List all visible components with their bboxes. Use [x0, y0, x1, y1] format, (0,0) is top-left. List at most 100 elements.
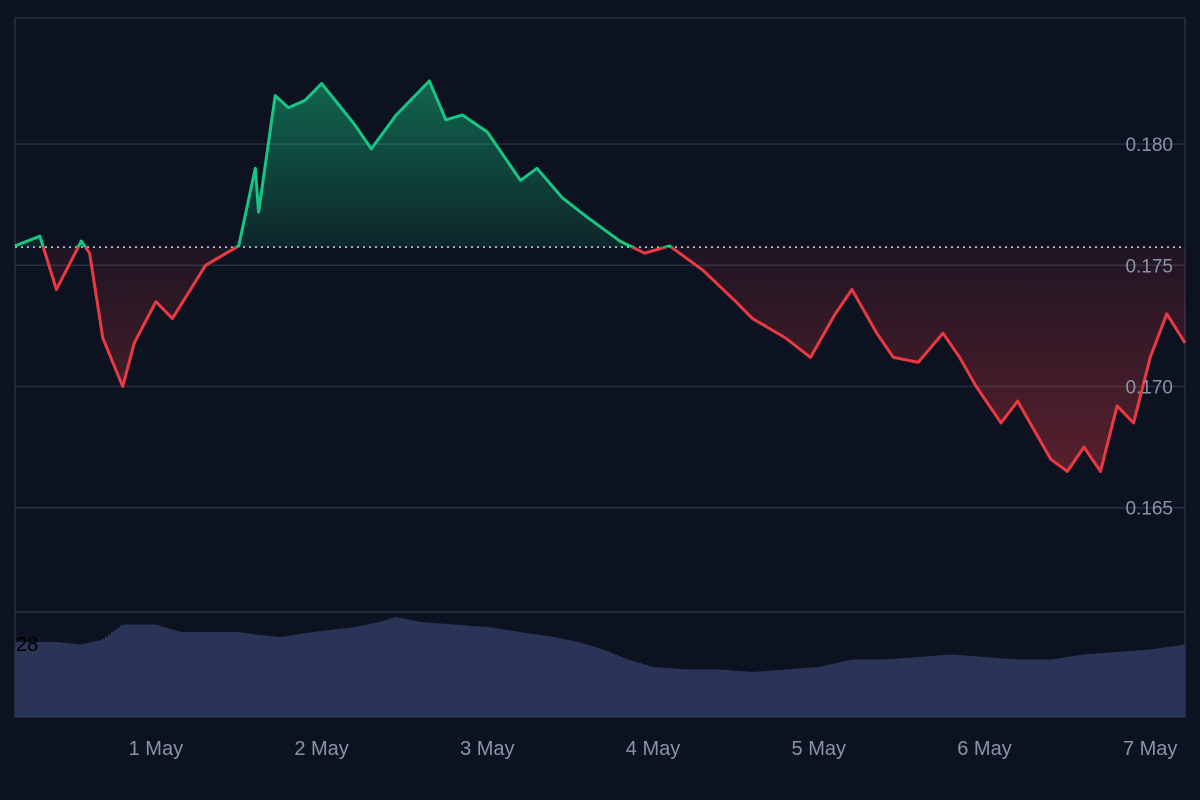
- volume-bar: [726, 670, 729, 717]
- volume-bar: [729, 670, 732, 717]
- volume-bar: [654, 667, 657, 717]
- volume-bar: [699, 669, 702, 717]
- volume-bar: [60, 642, 63, 717]
- volume-bar: [1035, 659, 1038, 717]
- volume-bar: [582, 643, 585, 717]
- volume-bar: [858, 659, 861, 717]
- volume-bar: [420, 622, 423, 717]
- volume-bar: [1083, 654, 1086, 717]
- volume-bar: [402, 618, 405, 717]
- volume-bar: [876, 659, 879, 717]
- volume-bar: [465, 625, 468, 717]
- volume-bar: [1140, 650, 1143, 717]
- volume-bar: [741, 671, 744, 717]
- volume-bar: [924, 656, 927, 717]
- volume-bar: [486, 627, 489, 717]
- volume-bar: [1098, 653, 1101, 717]
- volume-bar: [1164, 647, 1167, 717]
- volume-bar: [1113, 652, 1116, 717]
- volume-bar: [393, 617, 396, 717]
- volume-bar: [498, 628, 501, 717]
- volume-bar: [906, 657, 909, 717]
- volume-bar: [126, 624, 129, 717]
- volume-bar: [801, 668, 804, 717]
- volume-bar: [1092, 653, 1095, 717]
- volume-bar: [687, 669, 690, 717]
- volume-bar: [90, 642, 93, 717]
- volume-bar: [198, 632, 201, 717]
- volume-bar: [903, 658, 906, 717]
- volume-bar: [897, 658, 900, 717]
- volume-bar: [351, 627, 354, 717]
- volume-bar: [36, 642, 39, 717]
- volume-bar: [1104, 652, 1107, 717]
- volume-bar: [678, 668, 681, 717]
- volume-bar: [330, 629, 333, 717]
- volume-bar: [570, 640, 573, 717]
- volume-bar: [573, 641, 576, 717]
- volume-bar: [135, 624, 138, 717]
- volume-bar: [702, 669, 705, 717]
- volume-bar: [1107, 652, 1110, 717]
- volume-bar: [63, 642, 66, 717]
- volume-bar: [231, 632, 234, 717]
- volume-bar: [567, 639, 570, 717]
- x-tick-label: 1 May: [129, 738, 183, 760]
- volume-bar: [279, 636, 282, 717]
- volume-bar: [195, 632, 198, 717]
- volume-bar: [549, 636, 552, 717]
- volume-bar: [597, 648, 600, 717]
- y-tick-label: 0.175: [1125, 256, 1173, 277]
- volume-bar: [294, 634, 297, 717]
- volume-bar: [375, 622, 378, 717]
- volume-bar: [669, 668, 672, 717]
- volume-bar: [21, 642, 24, 717]
- volume-bar: [291, 635, 294, 717]
- volume-bar: [75, 644, 78, 717]
- volume-bar: [1038, 659, 1041, 717]
- volume-bar: [1023, 659, 1026, 717]
- volume-bar: [282, 636, 285, 717]
- volume-bar: [981, 656, 984, 717]
- volume-bar: [1128, 651, 1131, 717]
- volume-bar: [276, 636, 279, 717]
- volume-bar: [978, 656, 981, 717]
- volume-bar: [804, 667, 807, 717]
- volume-bar: [468, 625, 471, 717]
- volume-bar: [189, 632, 192, 717]
- volume-bar: [942, 655, 945, 717]
- volume-bar: [1116, 651, 1119, 717]
- volume-bar: [297, 634, 300, 717]
- volume-bar: [1053, 658, 1056, 717]
- volume-bar: [405, 619, 408, 717]
- volume-bar: [642, 664, 645, 717]
- volume-bar: [915, 657, 918, 717]
- volume-bar: [474, 626, 477, 717]
- volume-bar: [1158, 648, 1161, 717]
- volume-bar: [852, 659, 855, 717]
- volume-bar: [42, 642, 45, 717]
- volume-bar: [645, 665, 648, 717]
- volume-bar: [528, 633, 531, 717]
- volume-bar: [78, 644, 81, 717]
- volume-bar: [813, 667, 816, 717]
- volume-bar: [378, 622, 381, 717]
- volume-bar: [45, 642, 48, 717]
- volume-bar: [51, 642, 54, 717]
- volume-bar: [756, 671, 759, 717]
- volume-bar: [462, 625, 465, 717]
- volume-bar: [723, 669, 726, 717]
- volume-bar: [657, 667, 660, 717]
- volume-bar: [39, 642, 42, 717]
- volume-bar: [1125, 651, 1128, 717]
- volume-bar: [234, 632, 237, 717]
- volume-bar: [144, 624, 147, 717]
- volume-bar: [324, 630, 327, 717]
- volume-bar: [1182, 644, 1185, 717]
- volume-bar: [513, 631, 516, 717]
- volume-bar: [1008, 658, 1011, 717]
- volume-bar: [312, 631, 315, 717]
- volume-bar: [261, 635, 264, 717]
- volume-bar: [1170, 646, 1173, 717]
